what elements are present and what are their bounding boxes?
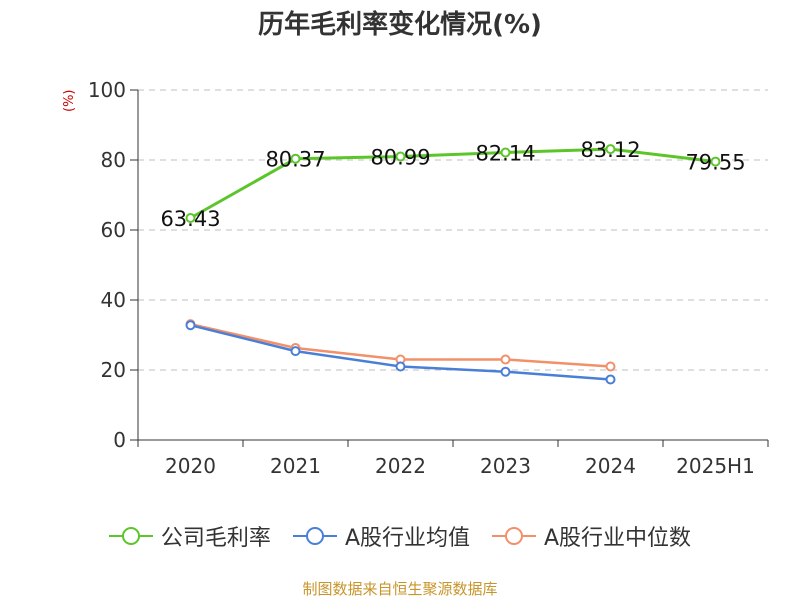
data-point-0-2 bbox=[395, 151, 406, 162]
y-tick-label: 80 bbox=[101, 148, 126, 172]
legend-swatch-company bbox=[108, 527, 153, 545]
y-tick-label: 0 bbox=[113, 428, 126, 452]
x-tick-label: 2022 bbox=[375, 454, 426, 478]
data-point-2-3 bbox=[500, 354, 511, 365]
legend-swatch-industry-average bbox=[292, 527, 337, 545]
x-tick-label: 2021 bbox=[270, 454, 321, 478]
chart-title: 历年毛利率变化情况(%) bbox=[258, 10, 542, 40]
legend-swatch-industry-median bbox=[492, 527, 536, 545]
legend: 公司毛利率 A股行业均值 A股行业中位数 bbox=[0, 520, 800, 552]
data-label: 83.12 bbox=[580, 138, 640, 162]
legend-item-company[interactable]: 公司毛利率 bbox=[108, 520, 271, 552]
x-tick-label: 2024 bbox=[585, 454, 636, 478]
data-point-0-0 bbox=[185, 212, 196, 223]
x-tick-label: 2025H1 bbox=[676, 454, 755, 478]
data-point-2-4 bbox=[605, 361, 616, 372]
series-line-0 bbox=[189, 147, 716, 220]
legend-item-industry-median[interactable]: A股行业中位数 bbox=[492, 520, 691, 552]
data-label: 80.37 bbox=[265, 148, 325, 172]
data-label: 82.14 bbox=[475, 142, 535, 166]
data-point-1-4 bbox=[605, 374, 616, 385]
data-point-0-3 bbox=[500, 147, 511, 158]
legend-label-industry-median: A股行业中位数 bbox=[544, 526, 692, 551]
legend-label-company: 公司毛利率 bbox=[160, 526, 271, 551]
data-label: 79.55 bbox=[685, 151, 745, 175]
data-point-1-1 bbox=[290, 346, 301, 357]
data-point-0-1 bbox=[290, 153, 301, 164]
data-point-1-0 bbox=[185, 320, 196, 331]
data-label: 80.99 bbox=[370, 146, 430, 170]
data-point-1-3 bbox=[500, 366, 511, 377]
y-tick-label: 40 bbox=[101, 288, 126, 312]
source-note: 制图数据来自恒生聚源数据库 bbox=[302, 580, 498, 598]
y-tick-label: 20 bbox=[101, 358, 126, 382]
x-tick-label: 2023 bbox=[480, 454, 531, 478]
data-point-1-2 bbox=[395, 361, 406, 372]
legend-label-industry-average: A股行业均值 bbox=[344, 526, 470, 551]
y-tick-label: 60 bbox=[101, 218, 126, 242]
y-tick-label: 100 bbox=[88, 78, 126, 102]
legend-item-industry-average[interactable]: A股行业均值 bbox=[292, 520, 470, 552]
data-point-0-4 bbox=[605, 144, 616, 155]
data-label: 63.43 bbox=[160, 207, 220, 231]
x-tick-label: 2020 bbox=[165, 454, 216, 478]
data-point-0-5 bbox=[710, 156, 721, 167]
